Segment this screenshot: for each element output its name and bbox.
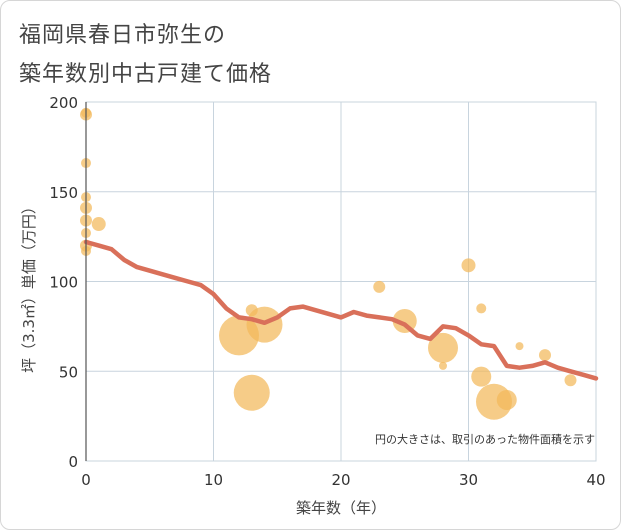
x-tick-label: 30: [459, 471, 478, 489]
scatter-point: [461, 258, 476, 273]
y-tick-label: 150: [49, 184, 78, 202]
scatter-point: [373, 280, 386, 293]
scatter-point: [476, 303, 487, 314]
scatter-point: [91, 217, 106, 232]
chart-title-line-1: 福岡県春日市弥生の: [19, 23, 227, 48]
trend-line: [83, 239, 599, 381]
y-tick-label: 0: [68, 453, 78, 471]
scatter-point: [564, 374, 577, 387]
grid: [85, 101, 597, 462]
scatter-point: [515, 342, 524, 351]
scatter-point: [428, 332, 458, 363]
y-tick-label: 100: [49, 274, 78, 292]
y-tick-label: 200: [49, 94, 78, 112]
x-tick-label: 10: [204, 471, 223, 489]
scatter-point: [539, 349, 551, 362]
x-tick-label: 20: [331, 471, 350, 489]
x-axis-label: 築年数（年）: [296, 499, 386, 517]
trend-series: [83, 239, 599, 381]
y-axis-label: 坪（3.3㎡）単価（万円）: [20, 199, 38, 373]
scatter-point: [496, 389, 517, 410]
scatter-point: [471, 366, 492, 387]
chart-title-line-2: 築年数別中古戸建て価格: [19, 62, 273, 87]
chart-annotation: 円の大きさは、取引のあった物件面積を示す: [375, 432, 595, 446]
y-tick-label: 50: [59, 363, 78, 381]
scatter-point: [439, 361, 447, 370]
axes: 0 10 20 30 40 0 50 100 150 200: [49, 94, 605, 489]
x-tick-label: 0: [81, 471, 91, 489]
x-tick-label: 40: [586, 471, 605, 489]
scatter-series: [80, 107, 577, 420]
scatter-point: [233, 374, 270, 411]
